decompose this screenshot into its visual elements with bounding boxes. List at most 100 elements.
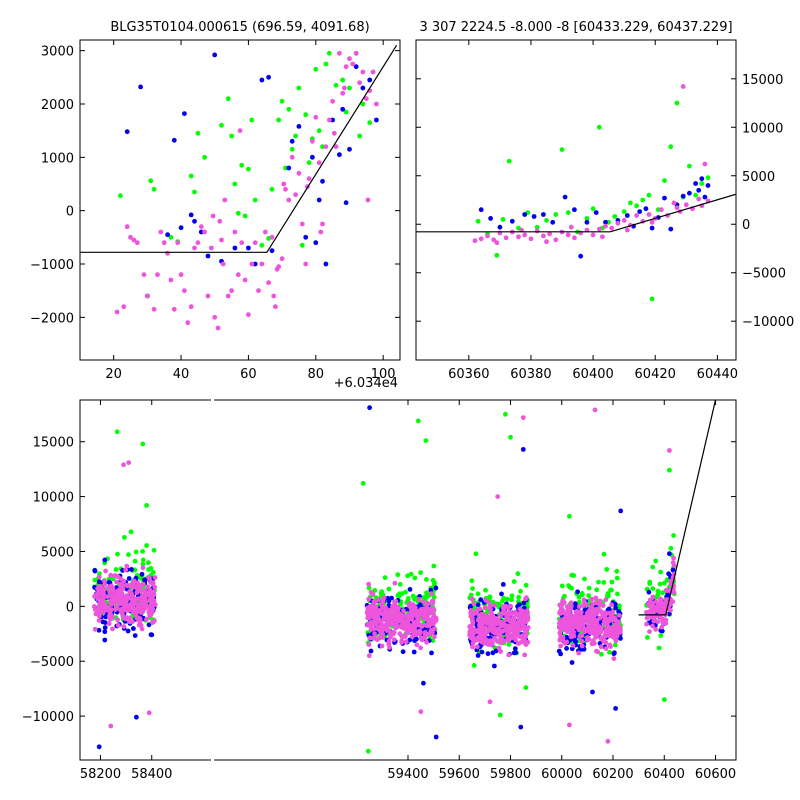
data-point-magenta bbox=[217, 218, 223, 224]
data-point-blue bbox=[232, 245, 238, 251]
data-point-green bbox=[379, 589, 385, 594]
data-point-green bbox=[496, 601, 502, 607]
data-point-green bbox=[483, 587, 488, 593]
data-point-magenta bbox=[553, 237, 559, 243]
data-point-magenta bbox=[611, 625, 617, 631]
data-point-magenta bbox=[588, 617, 594, 623]
data-point-magenta bbox=[474, 644, 480, 650]
data-point-blue bbox=[643, 206, 649, 212]
data-point-green bbox=[246, 166, 251, 172]
data-point-magenta bbox=[646, 609, 652, 615]
data-point-magenta bbox=[624, 227, 630, 233]
data-point-green bbox=[192, 189, 197, 195]
data-point-magenta bbox=[350, 61, 356, 67]
data-point-magenta bbox=[422, 633, 428, 639]
data-point-magenta bbox=[424, 639, 429, 645]
data-point-blue bbox=[429, 650, 434, 656]
data-point-magenta bbox=[372, 631, 377, 637]
data-point-magenta bbox=[400, 613, 406, 619]
data-point-green bbox=[559, 147, 565, 153]
data-point-magenta bbox=[150, 606, 156, 612]
data-point-blue bbox=[266, 74, 271, 80]
data-point-green bbox=[509, 597, 514, 603]
data-point-magenta bbox=[367, 609, 372, 615]
data-point-magenta bbox=[142, 606, 148, 612]
data-point-magenta bbox=[283, 186, 288, 192]
data-point-magenta bbox=[161, 240, 167, 246]
data-point-magenta bbox=[419, 637, 425, 643]
data-point-magenta bbox=[215, 325, 221, 331]
data-point-green bbox=[504, 596, 510, 602]
data-point-magenta bbox=[122, 603, 128, 609]
data-point-green bbox=[410, 593, 416, 599]
x-tick-label: 60440 bbox=[697, 367, 738, 382]
x-tick-label: 59800 bbox=[490, 767, 531, 782]
data-point-magenta bbox=[478, 617, 484, 623]
data-point-magenta bbox=[108, 598, 113, 604]
data-point-magenta bbox=[210, 213, 216, 219]
data-point-magenta bbox=[471, 636, 477, 642]
y-tick-label: 5000 bbox=[742, 170, 775, 185]
data-point-green bbox=[128, 529, 134, 535]
data-point-magenta bbox=[151, 591, 156, 597]
data-point-magenta bbox=[494, 240, 500, 246]
data-point-magenta bbox=[406, 613, 412, 619]
data-point-green bbox=[144, 543, 150, 548]
data-point-green bbox=[662, 580, 667, 586]
data-point-magenta bbox=[366, 653, 372, 659]
data-point-green bbox=[617, 603, 622, 609]
data-point-magenta bbox=[426, 631, 432, 637]
data-point-green bbox=[567, 584, 572, 590]
data-point-blue bbox=[569, 660, 575, 665]
data-point-blue bbox=[205, 253, 211, 259]
data-point-green bbox=[605, 591, 611, 596]
data-point-green bbox=[303, 112, 309, 118]
data-point-blue bbox=[433, 585, 439, 591]
data-point-green bbox=[614, 568, 620, 574]
data-point-green bbox=[115, 551, 120, 557]
data-point-green bbox=[430, 638, 436, 643]
data-point-magenta bbox=[671, 200, 677, 206]
data-point-magenta bbox=[135, 587, 140, 592]
data-point-magenta bbox=[195, 240, 201, 246]
data-point-green bbox=[395, 593, 401, 598]
y-tick-label: 1000 bbox=[41, 151, 74, 166]
data-point-magenta bbox=[523, 630, 529, 636]
data-point-magenta bbox=[114, 579, 119, 585]
data-point-magenta bbox=[379, 603, 385, 608]
data-point-magenta bbox=[524, 595, 529, 601]
data-point-magenta bbox=[146, 710, 152, 716]
data-point-blue bbox=[316, 197, 322, 203]
data-point-green bbox=[660, 590, 665, 596]
data-point-green bbox=[405, 573, 410, 579]
data-point-magenta bbox=[557, 630, 563, 636]
data-point-green bbox=[705, 175, 711, 181]
data-point-blue bbox=[562, 194, 568, 200]
data-point-green bbox=[144, 503, 150, 508]
data-point-magenta bbox=[229, 288, 235, 294]
data-point-green bbox=[343, 109, 349, 115]
data-point-green bbox=[242, 213, 248, 219]
data-point-magenta bbox=[601, 638, 606, 644]
data-point-magenta bbox=[414, 642, 420, 648]
data-point-magenta bbox=[366, 642, 372, 647]
data-point-blue bbox=[368, 648, 374, 654]
data-point-magenta bbox=[124, 224, 130, 230]
data-point-green bbox=[114, 429, 120, 435]
data-point-green bbox=[372, 588, 378, 593]
data-point-magenta bbox=[653, 626, 659, 632]
data-point-magenta bbox=[110, 626, 115, 632]
data-point-green bbox=[219, 122, 224, 128]
data-point-green bbox=[565, 210, 571, 216]
data-point-blue bbox=[500, 582, 506, 587]
data-point-magenta bbox=[99, 597, 105, 603]
data-point-magenta bbox=[568, 634, 574, 640]
data-point-magenta bbox=[98, 589, 104, 595]
data-point-green bbox=[470, 586, 475, 591]
data-point-blue bbox=[670, 567, 676, 573]
y-tick-label: 15000 bbox=[742, 73, 783, 88]
y-tick-label: 15000 bbox=[33, 436, 74, 451]
data-point-magenta bbox=[357, 80, 362, 86]
data-point-magenta bbox=[109, 594, 115, 600]
data-point-magenta bbox=[649, 614, 654, 620]
